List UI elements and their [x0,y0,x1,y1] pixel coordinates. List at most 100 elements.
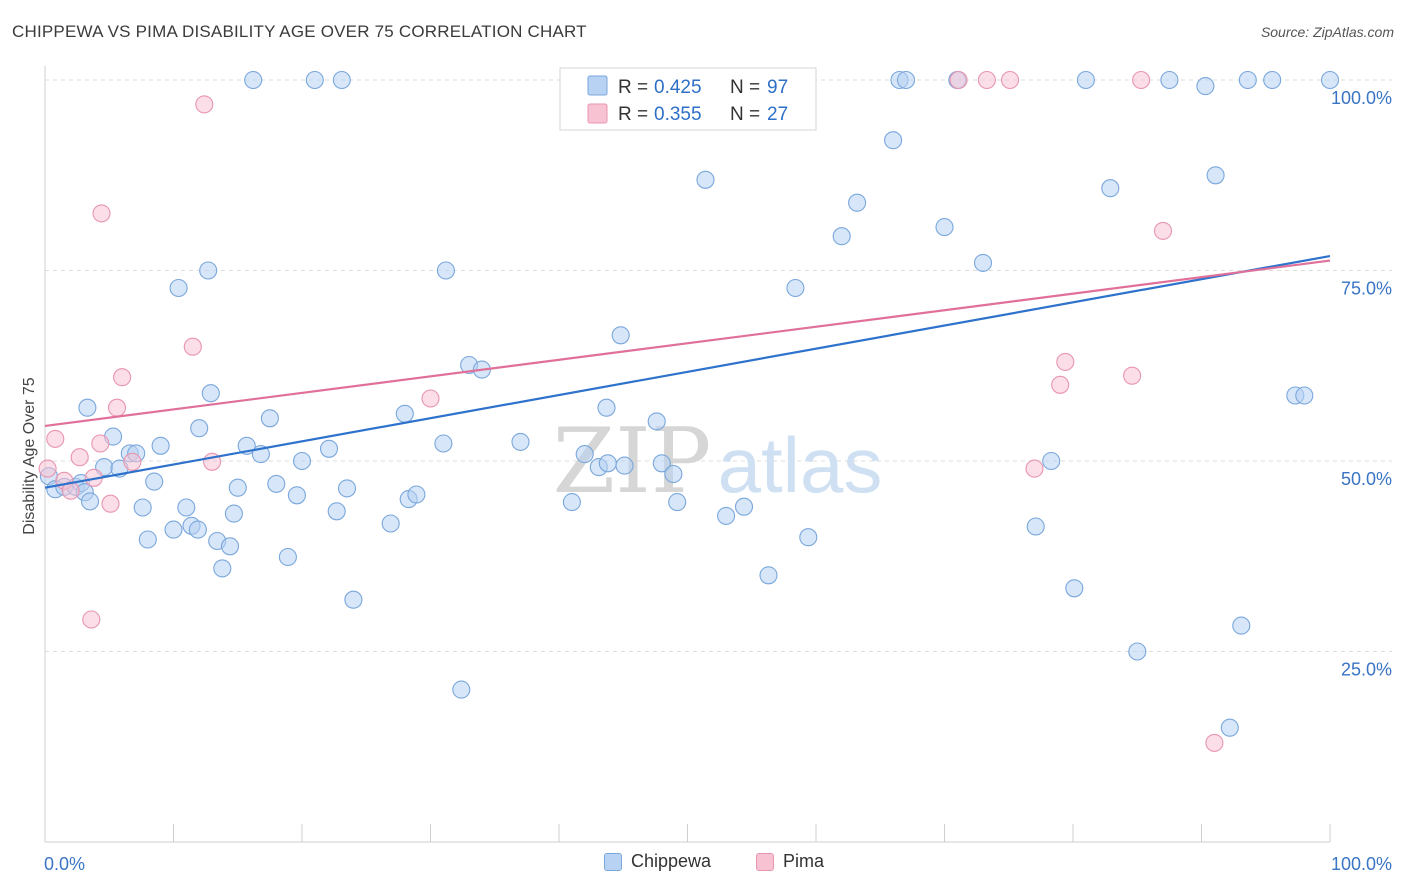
chippewa-point-88 [1220,718,1239,737]
chippewa-point-29 [228,478,247,497]
chippewa-point-42 [337,479,357,498]
chippewa-point-68 [759,566,778,585]
pima-point-5 [82,610,101,629]
chippewa-point-70 [799,528,818,547]
pima-point-20 [1025,459,1044,478]
chippewa-point-54 [562,493,581,512]
chippewa-point-45 [395,404,414,423]
chippewa-point-15 [151,436,170,455]
chippewa-point-79 [1026,517,1045,536]
chippewa-point-93 [1295,386,1314,405]
chippewa-point-41 [332,70,351,90]
chippewa-point-69 [786,278,805,298]
pima-point-1 [46,429,65,448]
chippewa-point-43 [344,590,363,609]
chippewa-point-27 [220,537,240,556]
pima-point-21 [1051,375,1070,394]
legend-pima-r-label: R = [618,104,653,125]
chippewa-point-16 [138,530,157,549]
pima-point-23 [1123,366,1142,385]
bottom-legend-chippewa-swatch [604,852,622,871]
chippewa-point-23 [201,384,220,403]
legend-pima-n-label: N = [730,104,765,125]
pima-point-24 [1132,70,1151,90]
chippewa-point-86 [1196,77,1215,96]
chippewa-point-44 [381,514,400,533]
watermark-atlas: atlas [718,421,883,509]
chippewa-point-85 [1160,70,1179,90]
legend-chippewa-n-label: N = [730,77,765,98]
chippewa-point-34 [267,474,286,493]
x-tick-label-100: 100.0% [1331,854,1392,874]
chippewa-point-22 [199,261,218,280]
chippewa-point-61 [647,412,666,431]
chippewa-point-73 [884,131,903,150]
chippewa-point-26 [213,559,232,578]
legend-chippewa-r-label: R = [618,77,653,98]
chippewa-point-66 [717,506,736,525]
pima-point-18 [977,70,996,90]
chippewa-point-78 [973,253,993,272]
bottom-legend-chippewa: Chippewa [604,851,711,872]
pima-point-4 [70,448,89,467]
legend: R = 0.425 N = 97 R = 0.355 N = 27 [559,67,817,131]
y-tick-label-50: 50.0% [1341,469,1392,489]
chippewa-point-7 [78,398,97,417]
chippewa-point-67 [734,497,754,516]
chippewa-point-17 [164,520,183,539]
chart-title: CHIPPEWA VS PIMA DISABILITY AGE OVER 75 … [12,22,587,41]
pima-point-19 [1000,70,1020,90]
trend-lines [44,254,1331,489]
chippewa-point-90 [1238,70,1257,90]
chippewa-point-76 [935,218,954,237]
bottom-legend: Chippewa Pima [0,851,1406,877]
y-tick-label-25: 25.0% [1341,660,1392,680]
chippewa-point-47 [407,485,426,504]
y-tick-label-100: 100.0% [1331,88,1392,108]
series-pima-points [38,70,1224,752]
chippewa-point-89 [1232,616,1251,635]
chippewa-point-75 [896,70,916,90]
x-tick-label-0: 0.0% [44,854,85,874]
chippewa-point-82 [1076,70,1095,90]
chippewa-point-18 [177,498,196,517]
chippewa-point-6 [80,492,100,511]
chippewa-point-50 [452,680,471,699]
pima-point-14 [195,95,214,114]
chippewa-point-48 [434,434,453,453]
chippewa-point-13 [133,498,152,517]
y-axis-label: Disability Age Over 75 [21,377,38,535]
chippewa-point-91 [1263,70,1282,90]
chippewa-point-72 [848,193,867,212]
legend-chippewa-swatch [587,75,608,96]
chippewa-point-63 [664,464,683,484]
pima-point-25 [1153,221,1173,240]
chippewa-point-21 [169,278,188,298]
pima-point-22 [1056,352,1075,371]
pima-point-0 [38,459,57,478]
bottom-legend-pima: Pima [756,851,824,872]
chippewa-point-36 [287,486,306,505]
pima-point-26 [1205,733,1224,752]
chippewa-point-14 [145,472,164,491]
chippewa-point-87 [1206,166,1225,185]
chippewa-point-33 [260,409,279,428]
chippewa-point-58 [598,454,617,473]
legend-pima-r-value: 0.355 [654,104,702,125]
chippewa-point-39 [319,439,339,458]
pima-point-11 [113,368,132,387]
chippewa-point-71 [832,227,851,246]
chippewa-point-38 [305,70,324,90]
source-credit: Source: ZipAtlas.com [1260,24,1394,40]
chippewa-point-81 [1065,579,1084,598]
chippewa-point-57 [597,398,616,417]
legend-pima-n-value: 27 [767,104,788,125]
pima-trend-line [44,259,1331,428]
pima-point-13 [183,337,202,356]
chippewa-point-64 [668,493,687,512]
chippewa-point-65 [696,170,715,189]
chippewa-point-80 [1042,451,1061,471]
chippewa-point-59 [615,456,634,475]
grid-lines [45,79,1392,652]
